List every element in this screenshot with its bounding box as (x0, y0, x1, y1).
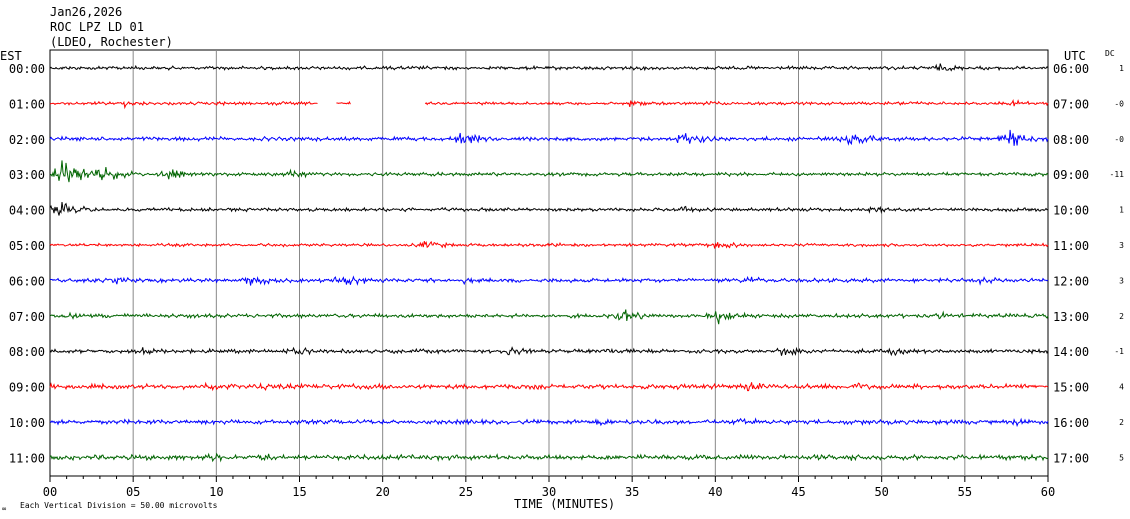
dc-offset-value: 2 (1119, 418, 1124, 427)
x-tick-label: 20 (375, 485, 389, 499)
row-labels: 00:00 06:00 1 01:00 07:00 -0 02:00 08:00 -0 03:00… (9, 62, 1124, 465)
trace-0500 (49, 240, 1049, 249)
dc-offset-value: -11 (1110, 170, 1125, 179)
utc-hour-label: 15:00 (1053, 381, 1089, 395)
trace-0700 (49, 309, 1049, 325)
dc-offset-value: 2 (1119, 312, 1124, 321)
est-hour-label: 10:00 (9, 416, 45, 430)
trace-0400 (49, 202, 1049, 216)
header-station: ROC LPZ LD 01 (50, 20, 144, 34)
trace-0100 (49, 98, 1049, 110)
utc-hour-label: 17:00 (1053, 451, 1089, 465)
utc-hour-label: 08:00 (1053, 133, 1089, 147)
header-network: (LDEO, Rochester) (50, 35, 173, 49)
header-date: Jan26,2026 (50, 5, 122, 19)
trace-0200 (49, 129, 1049, 146)
trace-0900 (49, 381, 1049, 392)
utc-hour-label: 14:00 (1053, 345, 1089, 359)
x-tick-label: 35 (625, 485, 639, 499)
utc-hour-label: 11:00 (1053, 239, 1089, 253)
est-hour-label: 00:00 (9, 62, 45, 76)
x-axis: 00 05 10 15 20 25 30 35 40 45 50 55 60 (43, 476, 1055, 499)
dc-offset-value: 1 (1119, 64, 1124, 73)
utc-hour-label: 16:00 (1053, 416, 1089, 430)
est-hour-label: 05:00 (9, 239, 45, 253)
trace-area (49, 63, 1049, 463)
dc-offset-value: -1 (1114, 347, 1124, 356)
dc-label: DC (1105, 49, 1115, 58)
dc-offset-value: 4 (1119, 383, 1124, 392)
x-tick-label: 15 (292, 485, 306, 499)
x-tick-label: 40 (708, 485, 722, 499)
left-timezone-label: EST (0, 49, 22, 63)
utc-hour-label: 06:00 (1053, 62, 1089, 76)
trace-0000 (49, 63, 1049, 72)
right-timezone-label: UTC (1064, 49, 1086, 63)
est-hour-label: 04:00 (9, 204, 45, 218)
x-tick-label: 00 (43, 485, 57, 499)
x-tick-label: 25 (459, 485, 473, 499)
est-hour-label: 07:00 (9, 310, 45, 324)
dc-offset-value: 3 (1119, 241, 1124, 250)
scale-note: Each Vertical Division = 50.00 microvolt… (20, 501, 218, 510)
trace-0600 (49, 275, 1049, 286)
trace-1100 (49, 452, 1049, 463)
trace-0300 (49, 160, 1049, 183)
est-hour-label: 01:00 (9, 97, 45, 111)
utc-hour-label: 07:00 (1053, 97, 1089, 111)
est-hour-label: 08:00 (9, 345, 45, 359)
trace-0800 (49, 346, 1049, 357)
x-axis-title: TIME (MINUTES) (514, 497, 615, 511)
dc-offset-value: 5 (1119, 453, 1124, 462)
x-tick-label: 50 (874, 485, 888, 499)
est-hour-label: 06:00 (9, 274, 45, 288)
est-hour-label: 11:00 (9, 451, 45, 465)
utc-hour-label: 12:00 (1053, 274, 1089, 288)
utc-hour-label: 13:00 (1053, 310, 1089, 324)
x-tick-label: 60 (1041, 485, 1055, 499)
est-hour-label: 03:00 (9, 168, 45, 182)
x-tick-label: 55 (958, 485, 972, 499)
x-tick-label: 30 (542, 485, 556, 499)
x-tick-label: 45 (791, 485, 805, 499)
scale-note-mark: ∞ (2, 505, 6, 513)
trace-1000 (49, 417, 1049, 428)
utc-hour-label: 09:00 (1053, 168, 1089, 182)
dc-offset-value: 3 (1119, 276, 1124, 285)
x-tick-label: 10 (209, 485, 223, 499)
dc-offset-value: -0 (1114, 99, 1124, 108)
dc-offset-value: 1 (1119, 206, 1124, 215)
utc-hour-label: 10:00 (1053, 204, 1089, 218)
est-hour-label: 09:00 (9, 381, 45, 395)
est-hour-label: 02:00 (9, 133, 45, 147)
dc-offset-value: -0 (1114, 135, 1124, 144)
x-tick-label: 05 (126, 485, 140, 499)
grid-lines (49, 49, 1049, 477)
